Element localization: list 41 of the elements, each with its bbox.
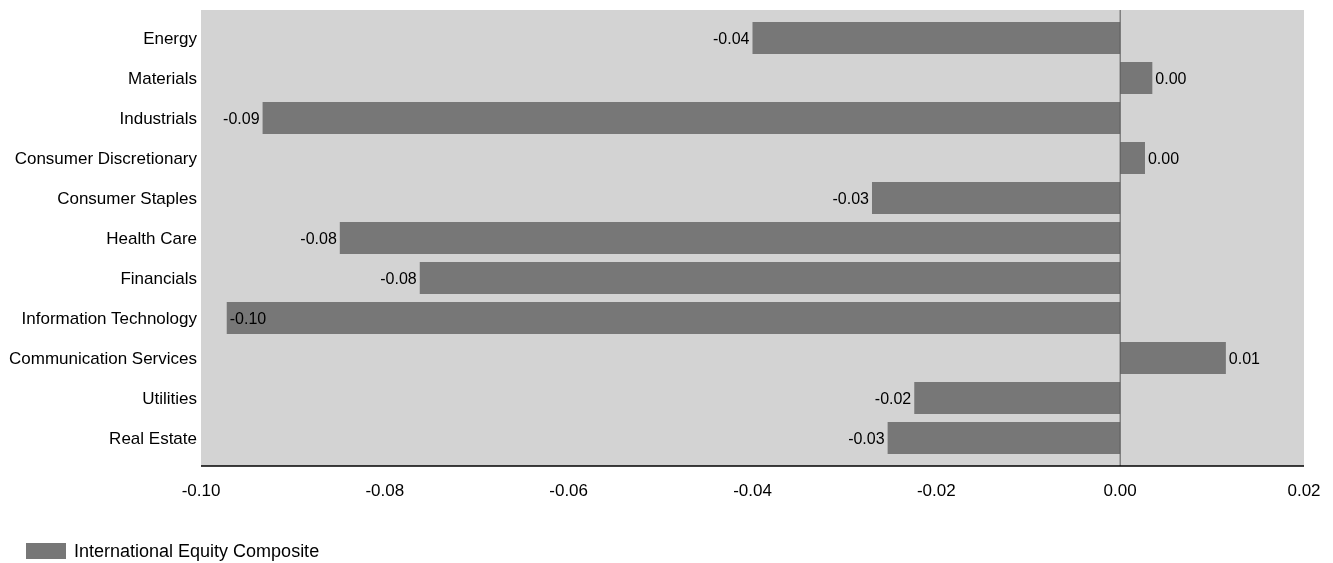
y-tick-label: Financials <box>120 268 197 288</box>
bar <box>887 422 1121 454</box>
data-label: -0.02 <box>874 389 912 407</box>
x-tick-label: -0.04 <box>733 481 772 500</box>
y-tick-label: Real Estate <box>109 428 197 448</box>
y-tick-label: Materials <box>128 68 197 88</box>
data-label: -0.08 <box>300 229 337 247</box>
y-tick-label: Utilities <box>142 388 197 408</box>
y-tick-label: Energy <box>143 28 198 48</box>
y-tick-label: Communication Services <box>8 348 197 368</box>
bar <box>1120 142 1145 174</box>
data-label: 0.00 <box>1155 69 1187 87</box>
data-label: -0.03 <box>848 429 885 447</box>
data-label: -0.09 <box>223 109 260 127</box>
x-tick-label: -0.06 <box>549 481 589 500</box>
x-tick-label: -0.08 <box>365 481 405 500</box>
data-label: 0.01 <box>1228 349 1261 367</box>
y-tick-label: Industrials <box>119 108 197 128</box>
x-tick-label: -0.02 <box>916 481 956 500</box>
bar <box>339 222 1121 254</box>
data-label: -0.10 <box>229 309 267 327</box>
y-tick-label: Information Technology <box>21 308 198 328</box>
legend-label: International Equity Composite <box>74 541 320 562</box>
data-label: -0.03 <box>832 189 870 207</box>
bar <box>226 302 1121 334</box>
data-label: -0.08 <box>380 269 417 287</box>
x-tick-label: 0.00 <box>1103 481 1137 500</box>
x-tick-label: -0.10 <box>181 481 221 500</box>
y-tick-label: Consumer Discretionary <box>14 148 198 168</box>
bar <box>871 182 1121 214</box>
bar <box>262 102 1121 134</box>
bar <box>752 22 1121 54</box>
y-tick-label: Consumer Staples <box>57 188 197 208</box>
bar <box>1120 62 1153 94</box>
bar <box>419 262 1121 294</box>
data-label: 0.00 <box>1147 149 1180 167</box>
bar <box>914 382 1121 414</box>
y-tick-label: Health Care <box>106 228 197 248</box>
bar <box>1120 342 1226 374</box>
x-tick-label: 0.02 <box>1287 481 1321 500</box>
data-label: -0.04 <box>713 29 750 47</box>
